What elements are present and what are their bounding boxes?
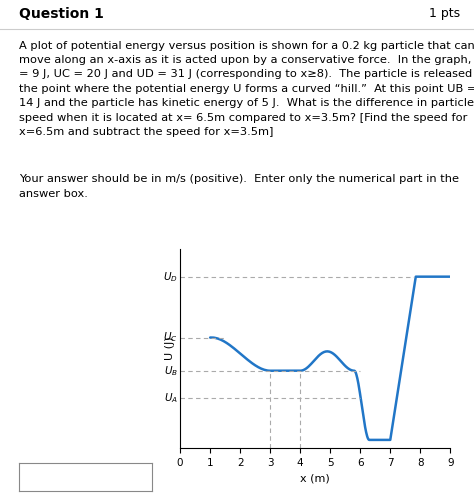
Text: $U_D$: $U_D$ bbox=[163, 270, 178, 283]
Text: A plot of potential energy versus position is shown for a 0.2 kg particle that c: A plot of potential energy versus positi… bbox=[19, 41, 474, 137]
Text: 1 pts: 1 pts bbox=[428, 7, 460, 20]
Text: $U_B$: $U_B$ bbox=[164, 364, 178, 377]
Text: $U_C$: $U_C$ bbox=[163, 331, 178, 345]
Text: Your answer should be in m/s (positive).  Enter only the numerical part in the
a: Your answer should be in m/s (positive).… bbox=[19, 174, 459, 199]
Y-axis label: U (J): U (J) bbox=[164, 337, 174, 361]
X-axis label: x (m): x (m) bbox=[301, 474, 330, 484]
Text: Question 1: Question 1 bbox=[19, 7, 104, 21]
Text: $U_A$: $U_A$ bbox=[164, 391, 178, 405]
